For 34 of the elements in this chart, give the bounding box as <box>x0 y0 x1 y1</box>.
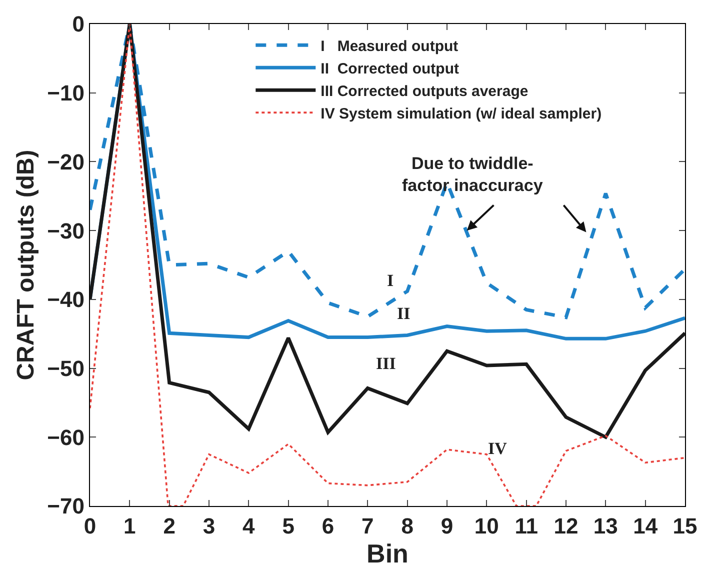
annotation: II <box>397 304 411 323</box>
x-tick-label: 6 <box>322 514 334 538</box>
legend-label: I Measured output <box>320 38 458 55</box>
y-tick-label: −10 <box>47 80 84 106</box>
x-tick-label: 9 <box>440 514 454 538</box>
x-tick-label: 4 <box>242 514 256 538</box>
x-tick-label: 1 <box>124 514 136 538</box>
y-axis-title: CRAFT outputs (dB) <box>12 150 40 380</box>
x-tick-label: 12 <box>554 514 578 538</box>
annotation: I <box>387 271 394 290</box>
y-tick-label: −40 <box>47 287 84 312</box>
x-tick-label: 14 <box>633 514 658 538</box>
y-tick-label: −30 <box>47 218 84 244</box>
x-tick-label: 3 <box>202 514 216 538</box>
x-tick-label: 11 <box>514 514 538 538</box>
y-tick-label: −50 <box>47 356 84 381</box>
y-tick-label: −20 <box>47 149 84 174</box>
x-axis-title: Bin <box>366 538 408 568</box>
x-tick-label: 13 <box>593 514 618 538</box>
x-tick-label: 2 <box>163 514 176 538</box>
annotation: Due to twiddle- factor inaccuracy <box>402 154 544 196</box>
legend-label: II Corrected output <box>320 60 459 78</box>
x-tick-label: 15 <box>672 514 698 538</box>
y-tick-label: −70 <box>47 494 84 519</box>
legend-label: III Corrected outputs average <box>320 82 528 100</box>
x-tick-label: 5 <box>282 514 294 538</box>
x-tick-label: 10 <box>474 514 499 538</box>
annotation: III <box>376 354 396 373</box>
y-tick-label: 0 <box>72 12 84 37</box>
y-tick-label: −60 <box>47 424 84 450</box>
annotation: IV <box>488 439 508 458</box>
x-tick-label: 7 <box>362 514 374 538</box>
legend-label: IV System simulation (w/ ideal sampler) <box>320 105 602 122</box>
x-tick-label: 8 <box>401 514 414 538</box>
